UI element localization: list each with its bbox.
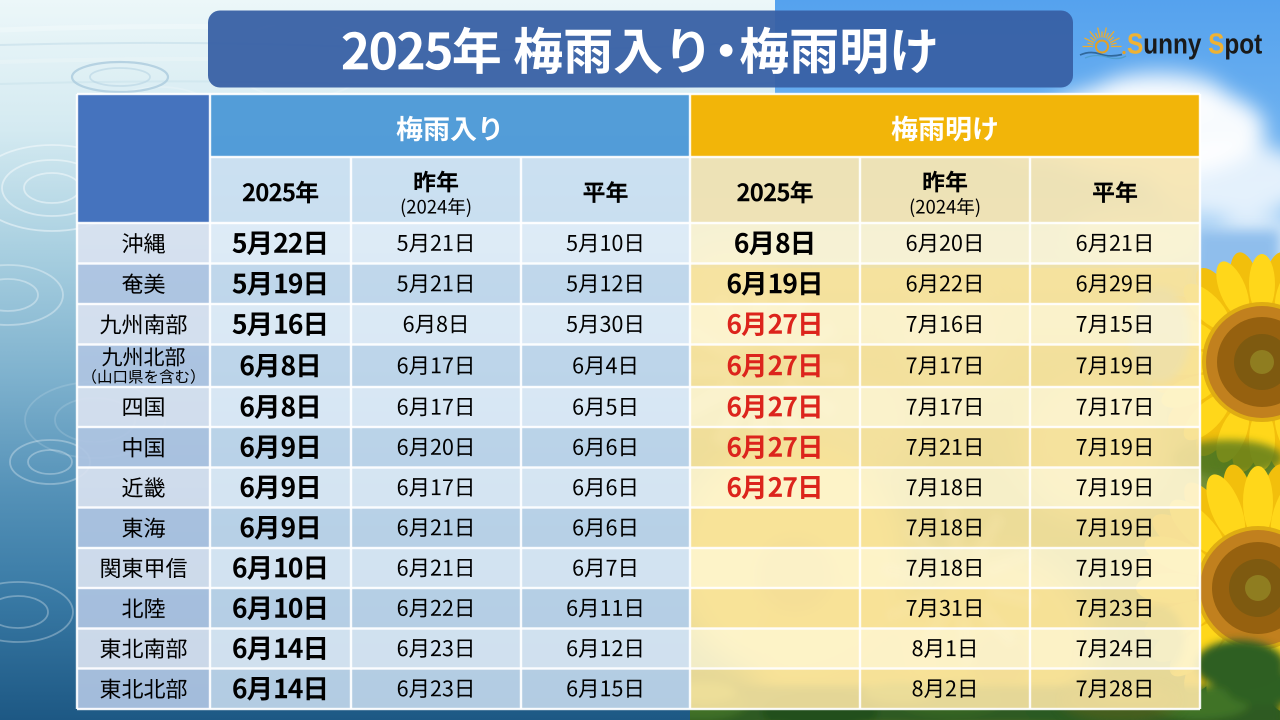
svg-text:Sunny Spot: Sunny Spot [1127, 28, 1262, 60]
